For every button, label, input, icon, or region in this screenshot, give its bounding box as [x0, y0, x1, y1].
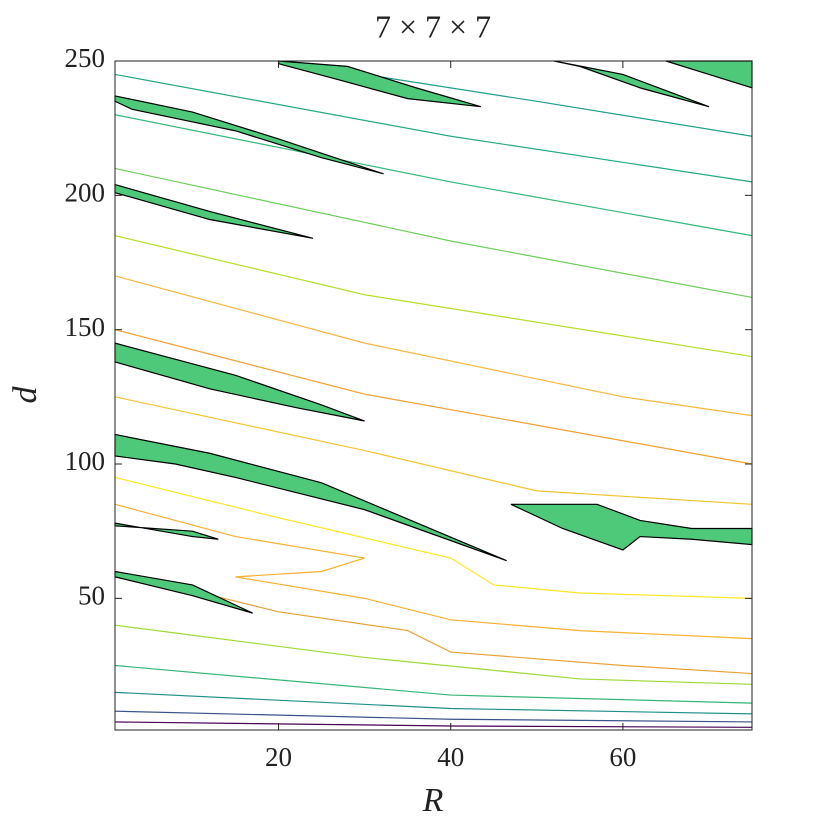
x-tick-label: 60: [609, 742, 636, 772]
region: [665, 60, 753, 89]
contour-line: [114, 570, 753, 675]
region: [114, 570, 253, 614]
contour-line: [114, 476, 753, 599]
contour-line: [114, 73, 753, 183]
contour-line: [114, 114, 753, 237]
y-axis-label: d: [7, 386, 44, 404]
region: [114, 183, 314, 239]
contour-line: [114, 710, 753, 723]
region: [114, 522, 219, 540]
y-tick-label: 250: [65, 43, 106, 73]
x-tick-label: 20: [265, 742, 292, 772]
region: [277, 60, 482, 108]
contour-line: [114, 503, 753, 640]
y-tick-label: 100: [65, 446, 106, 476]
contour-line: [114, 329, 753, 465]
x-axis-label: R: [422, 782, 444, 819]
region: [114, 342, 365, 422]
contour-line: [114, 396, 753, 505]
contour-line: [114, 624, 753, 685]
contour-line: [114, 721, 753, 728]
plot-frame: [114, 60, 753, 731]
x-tick-label: 40: [437, 742, 464, 772]
contour-line: [114, 275, 753, 417]
contour-line: [114, 167, 753, 299]
contour-line: [114, 235, 753, 358]
region: [114, 95, 384, 175]
contour-line: [114, 664, 753, 704]
region: [510, 503, 753, 551]
chart-title: 7 × 7 × 7: [375, 8, 491, 44]
region: [553, 60, 710, 108]
region: [114, 433, 507, 562]
contour-line: [114, 691, 753, 715]
y-tick-label: 50: [78, 581, 105, 611]
y-tick-label: 200: [65, 178, 106, 208]
y-tick-label: 150: [65, 312, 106, 342]
